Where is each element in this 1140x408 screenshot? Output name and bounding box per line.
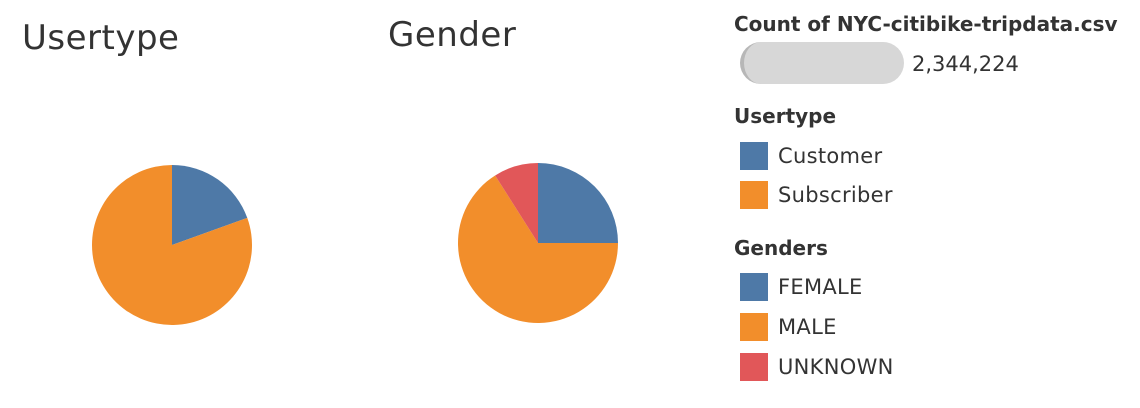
gender-pie-chart[interactable] bbox=[456, 161, 620, 325]
legend-swatch-customer bbox=[740, 142, 768, 170]
legend-item-male[interactable]: MALE bbox=[740, 313, 837, 341]
usertype-legend-title: Usertype bbox=[734, 104, 837, 128]
legend-label-male: MALE bbox=[778, 315, 837, 339]
legend-item-female[interactable]: FEMALE bbox=[740, 273, 863, 301]
count-title: Count of NYC-citibike-tripdata.csv bbox=[734, 12, 1118, 36]
legend-swatch-unknown bbox=[740, 353, 768, 381]
usertype-pie-chart[interactable] bbox=[90, 163, 254, 327]
pie-slice-unknown[interactable] bbox=[495, 163, 538, 243]
pie-slice-subscriber[interactable] bbox=[91, 165, 252, 325]
legend-item-unknown[interactable]: UNKNOWN bbox=[740, 353, 894, 381]
gender-legend-title: Genders bbox=[734, 236, 828, 260]
pie-slice-male[interactable] bbox=[458, 175, 618, 323]
legend-swatch-male bbox=[740, 313, 768, 341]
count-indicator bbox=[740, 42, 904, 84]
legend-swatch-female bbox=[740, 273, 768, 301]
legend-label-unknown: UNKNOWN bbox=[778, 355, 894, 379]
legend-swatch-subscriber bbox=[740, 181, 768, 209]
legend-label-subscriber: Subscriber bbox=[778, 183, 893, 207]
legend-label-female: FEMALE bbox=[778, 275, 863, 299]
legend-label-customer: Customer bbox=[778, 144, 883, 168]
count-value: 2,344,224 bbox=[912, 52, 1019, 76]
pie-slice-female[interactable] bbox=[538, 163, 618, 243]
pie-slice-customer[interactable] bbox=[172, 165, 248, 245]
gender-chart-title: Gender bbox=[388, 15, 517, 55]
legend-item-subscriber[interactable]: Subscriber bbox=[740, 181, 893, 209]
usertype-chart-title: Usertype bbox=[22, 18, 180, 58]
legend-item-customer[interactable]: Customer bbox=[740, 142, 882, 170]
